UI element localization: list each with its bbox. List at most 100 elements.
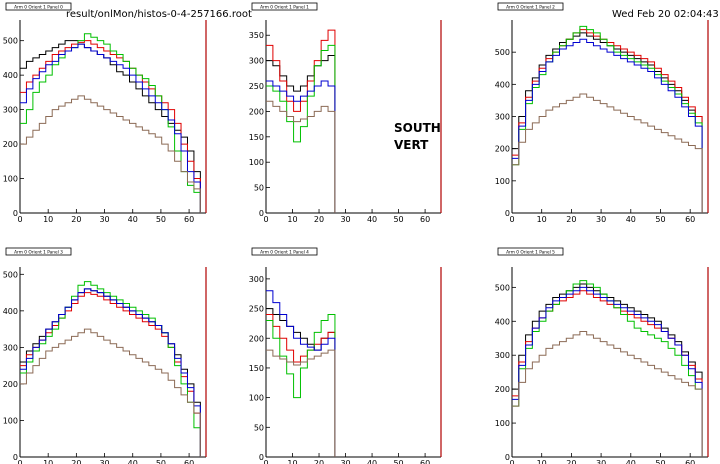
file-path: result/onlMon/histos-0-4-257166.root bbox=[66, 9, 252, 20]
panel-2-xtick-label: 50 bbox=[655, 215, 665, 224]
panel-0-ytick-label: 400 bbox=[3, 71, 18, 80]
panel-1-ytick-label: 300 bbox=[249, 57, 264, 66]
panel-4-xtick-label: 50 bbox=[393, 459, 403, 464]
panel-0-xtick-label: 50 bbox=[156, 215, 166, 224]
panel-0-ytick-label: 200 bbox=[3, 140, 18, 149]
panel-5-xtick-label: 60 bbox=[685, 459, 695, 464]
panel-3-ytick-label: 300 bbox=[3, 343, 18, 352]
panel-3-xtick-label: 40 bbox=[128, 459, 138, 464]
south-label: SOUTH bbox=[394, 121, 441, 135]
panel-3-ytick-label: 0 bbox=[13, 453, 18, 462]
panel-0-xtick-label: 40 bbox=[128, 215, 138, 224]
panel-3-xtick-label: 20 bbox=[71, 459, 81, 464]
panel-5-ytick-label: 300 bbox=[495, 351, 510, 360]
panel-4-title-box bbox=[251, 247, 318, 256]
panel-4-ytick-label: 300 bbox=[249, 275, 264, 284]
panel-0-title: Arm 0 Orient 1 Panel 0 bbox=[14, 5, 63, 11]
panel-0-xtick-label: 30 bbox=[99, 215, 109, 224]
panel-5-ytick-label: 400 bbox=[495, 317, 510, 326]
panel-1-series-green bbox=[266, 44, 336, 213]
panel-4-ytick-label: 50 bbox=[254, 423, 264, 432]
panel-5-series-red bbox=[512, 290, 703, 457]
panel-4-series-blue bbox=[266, 290, 336, 457]
panel-1-xtick-label: 30 bbox=[340, 215, 350, 224]
panel-0-series-black bbox=[20, 40, 201, 213]
panel-3-xtick-label: 10 bbox=[43, 459, 53, 464]
panel-1-series-brown bbox=[266, 100, 336, 213]
panel-5-xtick-label: 20 bbox=[566, 459, 576, 464]
panel-4-xtick-label: 10 bbox=[287, 459, 297, 464]
panel-2-series-black bbox=[512, 32, 703, 213]
panel-0-series-brown bbox=[20, 95, 201, 213]
panel-3-series-black bbox=[20, 288, 201, 457]
panel-4-ytick-label: 0 bbox=[259, 453, 264, 462]
panel-0-xtick-label: 60 bbox=[184, 215, 194, 224]
panel-1-xtick-label: 60 bbox=[420, 215, 430, 224]
panel-2-ytick-label: 0 bbox=[505, 209, 510, 218]
panel-0-xtick-label: 0 bbox=[17, 215, 22, 224]
panel-3-ytick-label: 200 bbox=[3, 380, 18, 389]
panel-4-xtick-label: 30 bbox=[340, 459, 350, 464]
panel-5-title: Arm 0 Orient 1 Panel 5 bbox=[506, 250, 555, 256]
panel-4-series-green bbox=[266, 314, 336, 457]
panel-2-xtick-label: 40 bbox=[626, 215, 636, 224]
panel-1-xtick-label: 40 bbox=[367, 215, 377, 224]
panel-5-series-black bbox=[512, 283, 703, 457]
panel-1-ytick-label: 150 bbox=[249, 133, 264, 142]
panel-5-xtick-label: 40 bbox=[626, 459, 636, 464]
panel-0-ytick-label: 500 bbox=[3, 37, 18, 46]
panel-4-ytick-label: 250 bbox=[249, 305, 264, 314]
panel-1-ytick-label: 0 bbox=[259, 209, 264, 218]
panel-5-xtick-label: 30 bbox=[596, 459, 606, 464]
panel-3-ytick-label: 400 bbox=[3, 307, 18, 316]
panel-2-series-brown bbox=[512, 93, 703, 213]
panel-4-ytick-label: 200 bbox=[249, 334, 264, 343]
panel-2-title-box bbox=[497, 2, 564, 11]
panel-4-ytick-label: 100 bbox=[249, 394, 264, 403]
panel-3-ytick-label: 500 bbox=[3, 270, 18, 279]
panel-1-xtick-label: 50 bbox=[393, 215, 403, 224]
panel-2-xtick-label: 10 bbox=[537, 215, 547, 224]
panel-3-ytick-label: 100 bbox=[3, 416, 18, 425]
panel-1-title: Arm 0 Orient 1 Panel 1 bbox=[260, 5, 309, 11]
panel-0-xtick-label: 10 bbox=[43, 215, 53, 224]
panel-4-xtick-label: 0 bbox=[263, 459, 268, 464]
panel-3-xtick-label: 30 bbox=[99, 459, 109, 464]
panel-2-series-blue bbox=[512, 38, 703, 213]
panel-5-ytick-label: 200 bbox=[495, 385, 510, 394]
panel-2-ytick-label: 200 bbox=[495, 145, 510, 154]
panel-3-title-box bbox=[5, 247, 72, 256]
panel-1-ytick-label: 350 bbox=[249, 31, 264, 40]
panel-4-ytick-label: 150 bbox=[249, 364, 264, 373]
panel-3-xtick-label: 0 bbox=[17, 459, 22, 464]
panel-2-xtick-label: 60 bbox=[685, 215, 695, 224]
panel-1-ytick-label: 100 bbox=[249, 158, 264, 167]
panel-3-xtick-label: 50 bbox=[156, 459, 166, 464]
panel-0-series-green bbox=[20, 33, 201, 213]
panel-0-series-red bbox=[20, 40, 201, 213]
panel-2-ytick-label: 300 bbox=[495, 113, 510, 122]
panel-4-xtick-label: 40 bbox=[367, 459, 377, 464]
vert-label: VERT bbox=[394, 138, 429, 152]
panel-2-xtick-label: 20 bbox=[566, 215, 576, 224]
panel-3-series-brown bbox=[20, 328, 201, 457]
panel-1-ytick-label: 50 bbox=[254, 184, 264, 193]
panel-2-ytick-label: 400 bbox=[495, 80, 510, 89]
panel-2-series-green bbox=[512, 25, 703, 213]
panel-2-xtick-label: 0 bbox=[509, 215, 514, 224]
panel-2-ytick-label: 100 bbox=[495, 177, 510, 186]
panel-0-title-box bbox=[5, 2, 72, 11]
panel-0-series-blue bbox=[20, 43, 201, 213]
panel-3-series-red bbox=[20, 292, 201, 457]
panel-5-series-blue bbox=[512, 286, 703, 457]
panel-2-ytick-label: 500 bbox=[495, 48, 510, 57]
panel-3-series-blue bbox=[20, 288, 201, 457]
panel-1-xtick-label: 20 bbox=[314, 215, 324, 224]
panel-4-title: Arm 0 Orient 1 Panel 4 bbox=[260, 250, 309, 256]
panel-4-series-brown bbox=[266, 349, 336, 457]
panel-0-xtick-label: 20 bbox=[71, 215, 81, 224]
panel-0-ytick-label: 300 bbox=[3, 106, 18, 115]
panel-5-title-box bbox=[497, 247, 564, 256]
panel-5-ytick-label: 500 bbox=[495, 283, 510, 292]
